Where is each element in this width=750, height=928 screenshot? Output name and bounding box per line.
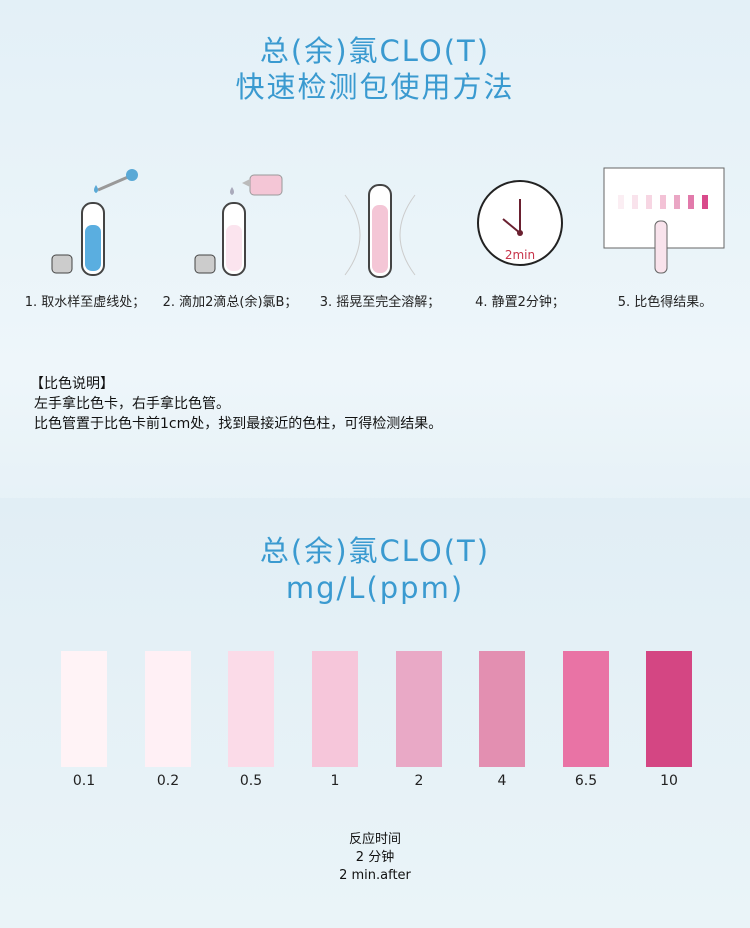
reaction-time-label: 反应时间 <box>348 832 401 847</box>
title-line2: 快速检测包使用方法 <box>235 70 515 104</box>
color-swatch <box>396 651 442 767</box>
reaction-time: 反应时间 2 分钟 2 min.after <box>0 831 750 885</box>
note-line: 左手拿比色卡，右手拿比色管。 <box>34 396 230 412</box>
step-label: 5. 比色得结果。 <box>617 295 713 310</box>
step-5: 5. 比色得结果。 <box>590 165 740 315</box>
step-2: 2. 滴加2滴总(余)氯B； <box>155 165 305 315</box>
color-chart-section <box>0 498 750 928</box>
title-line1: 总(余)氯CLO(T) <box>259 34 491 68</box>
swatch-value: 1 <box>330 773 340 789</box>
note-heading: 【比色说明】 <box>30 376 114 392</box>
step-label: 2. 滴加2滴总(余)氯B； <box>162 295 298 310</box>
step-label: 4. 静置2分钟； <box>475 295 565 310</box>
swatch-value: 6.5 <box>574 773 598 789</box>
color-swatch <box>646 651 692 767</box>
chart-title-line1: 总(余)氯CLO(T) <box>259 534 491 568</box>
swatch-value: 0.2 <box>156 773 180 789</box>
color-comparison-note: 【比色说明】 左手拿比色卡，右手拿比色管。 比色管置于比色卡前1cm处，找到最接… <box>30 374 442 434</box>
shake-tube-icon <box>344 184 416 278</box>
color-swatch <box>145 651 191 767</box>
color-card-icon <box>603 167 725 274</box>
reagent-bottle-icon <box>194 174 283 276</box>
step-1: 1. 取水样至虚线处； <box>10 165 160 315</box>
reaction-time-en: 2 min.after <box>339 868 411 883</box>
note-line: 比色管置于比色卡前1cm处，找到最接近的色柱，可得检测结果。 <box>34 416 443 432</box>
reaction-time-cn: 2 分钟 <box>355 850 395 865</box>
color-swatch <box>61 651 107 767</box>
color-swatch <box>312 651 358 767</box>
test-tube-dropper-icon <box>51 169 138 276</box>
swatch-value: 10 <box>660 773 678 789</box>
step-label: 3. 摇晃至完全溶解； <box>319 295 441 310</box>
swatch-value: 2 <box>414 773 424 789</box>
clock-icon: 2min <box>477 180 563 266</box>
swatch-value: 0.1 <box>72 773 96 789</box>
step-label: 1. 取水样至虚线处； <box>24 295 146 310</box>
swatch-value: 4 <box>497 773 507 789</box>
step-3: 3. 摇晃至完全溶解； <box>305 165 455 315</box>
step-4: 2min 4. 静置2分钟； <box>445 165 595 315</box>
color-swatch <box>479 651 525 767</box>
clock-text: 2min <box>505 248 535 262</box>
color-swatch <box>228 651 274 767</box>
color-swatch <box>563 651 609 767</box>
swatch-value: 0.5 <box>239 773 263 789</box>
chart-title-unit: mg/L(ppm) <box>285 571 465 605</box>
